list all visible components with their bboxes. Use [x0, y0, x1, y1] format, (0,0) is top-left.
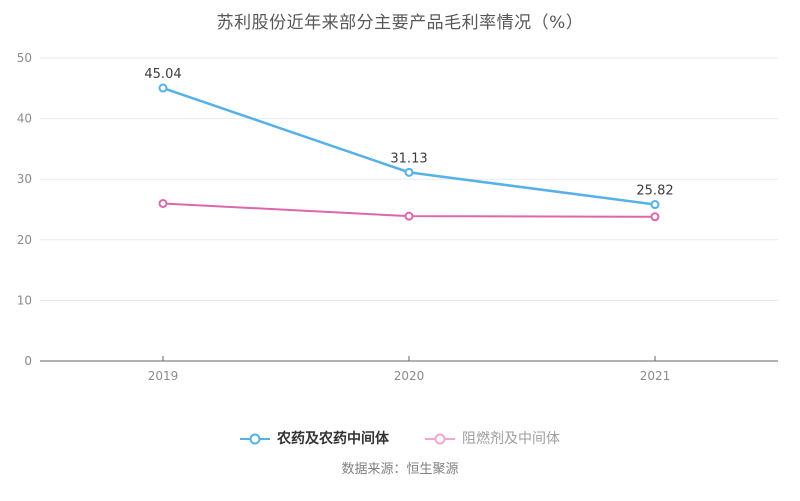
- legend-item-flame-retardants[interactable]: 阻燃剂及中间体: [425, 429, 560, 449]
- x-tick-label: 2019: [148, 369, 179, 383]
- legend-label-flame-retardants: 阻燃剂及中间体: [462, 431, 560, 447]
- y-tick-label: 10: [17, 293, 32, 307]
- y-tick-label: 50: [17, 51, 32, 65]
- data-point-0[interactable]: [158, 83, 168, 93]
- legend-item-pesticides[interactable]: 农药及农药中间体: [240, 429, 389, 449]
- data-point-label: 45.04: [144, 67, 181, 82]
- chart-title: 苏利股份近年来部分主要产品毛利率情况（%）: [216, 13, 584, 33]
- chart-legend: 农药及农药中间体 阻燃剂及中间体: [0, 429, 800, 449]
- data-point-label: 31.13: [390, 151, 427, 166]
- data-point-1[interactable]: [158, 198, 168, 208]
- y-tick-label: 30: [17, 172, 32, 186]
- data-source-text: 数据来源：恒生聚源: [341, 462, 459, 477]
- data-point-1[interactable]: [404, 211, 414, 221]
- y-tick-label: 20: [17, 233, 32, 247]
- legend-line-marker-icon: [240, 433, 270, 445]
- legend-label-pesticides: 农药及农药中间体: [277, 431, 389, 447]
- data-point-label: 25.82: [636, 184, 673, 199]
- data-point-0[interactable]: [650, 200, 660, 210]
- x-tick-label: 2021: [640, 369, 671, 383]
- line-chart-plot: 0 10 20 30 40 50 2019 2020 2021 45.04 31.13 25.82: [17, 51, 778, 383]
- data-point-0[interactable]: [404, 167, 414, 177]
- y-tick-label: 40: [17, 112, 32, 126]
- series-line-0[interactable]: [161, 86, 657, 206]
- data-point-1[interactable]: [650, 212, 660, 222]
- legend-line-marker-icon: [425, 433, 455, 445]
- x-tick-label: 2020: [394, 369, 425, 383]
- y-tick-label: 0: [24, 354, 32, 368]
